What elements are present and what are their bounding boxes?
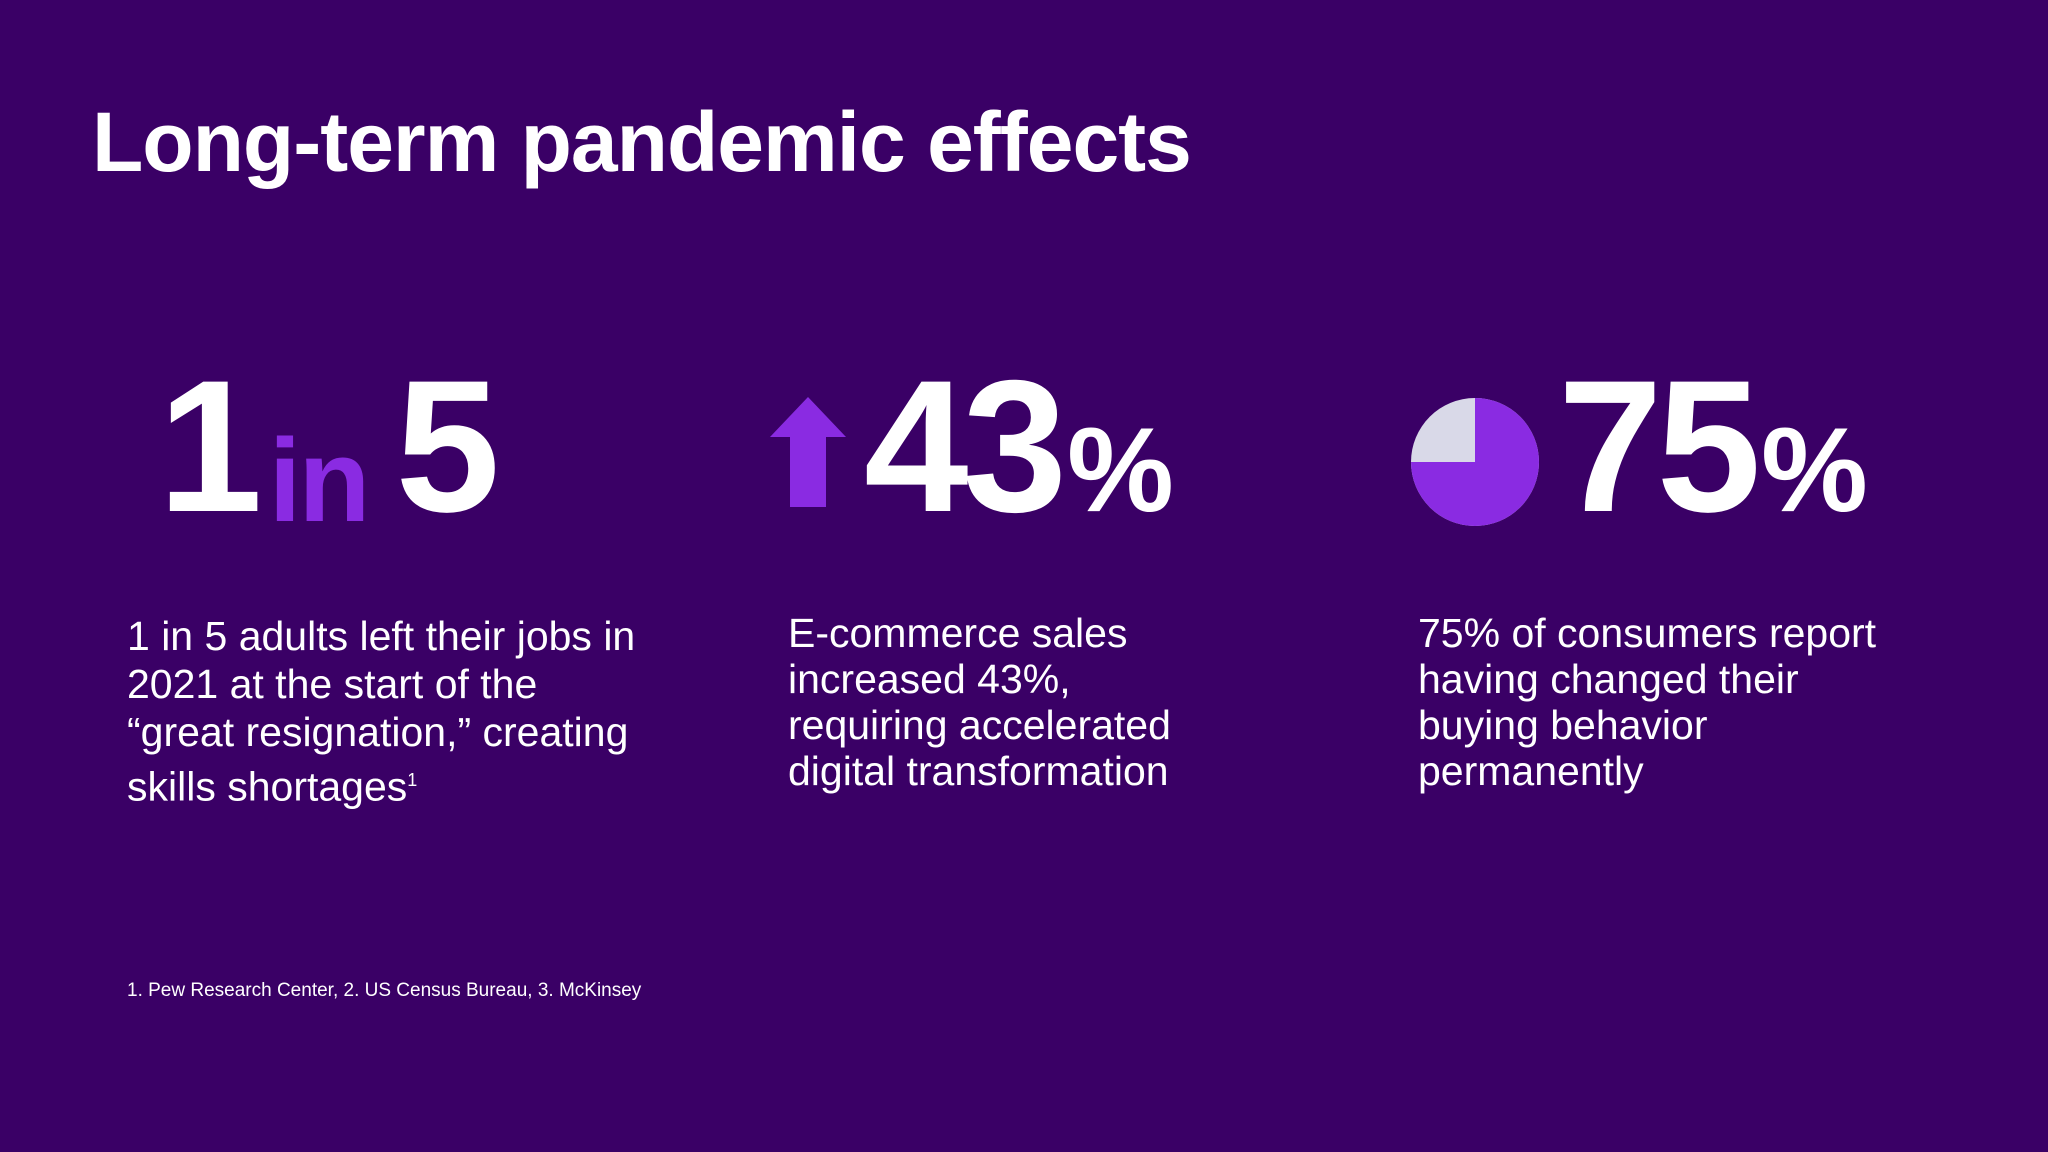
stat-description-2: E-commerce sales increased 43%, requirin… bbox=[788, 610, 1171, 794]
stat-description-3: 75% of consumers report having changed t… bbox=[1418, 610, 1877, 794]
footnote-sources: 1. Pew Research Center, 2. US Census Bur… bbox=[127, 980, 642, 1001]
stat-number: 75 bbox=[1558, 341, 1761, 551]
stat-description-1: 1 in 5 adults left their jobs in 2021 at… bbox=[127, 612, 647, 811]
page-title: Long-term pandemic effects bbox=[92, 95, 1192, 189]
stat-one-in-five: 1 in 5 bbox=[158, 352, 500, 547]
pie-filled-slice bbox=[1411, 398, 1539, 526]
stat-unit: % bbox=[1761, 403, 1868, 537]
arrow-up-icon bbox=[770, 397, 846, 512]
stat-number-left: 1 bbox=[158, 341, 263, 551]
footnote-ref: 1 bbox=[407, 770, 418, 790]
stat-forty-three-percent: 43 % bbox=[770, 352, 1174, 540]
stat-number: 43 bbox=[864, 341, 1067, 551]
stat-seventy-five-percent: 75 % bbox=[1410, 352, 1868, 540]
stat-connector: in bbox=[268, 415, 371, 547]
stat-unit: % bbox=[1067, 403, 1174, 537]
stat-description-text: 1 in 5 adults left their jobs in 2021 at… bbox=[127, 613, 636, 810]
stat-number-right: 5 bbox=[395, 341, 500, 551]
pie-chart-icon bbox=[1410, 397, 1540, 532]
